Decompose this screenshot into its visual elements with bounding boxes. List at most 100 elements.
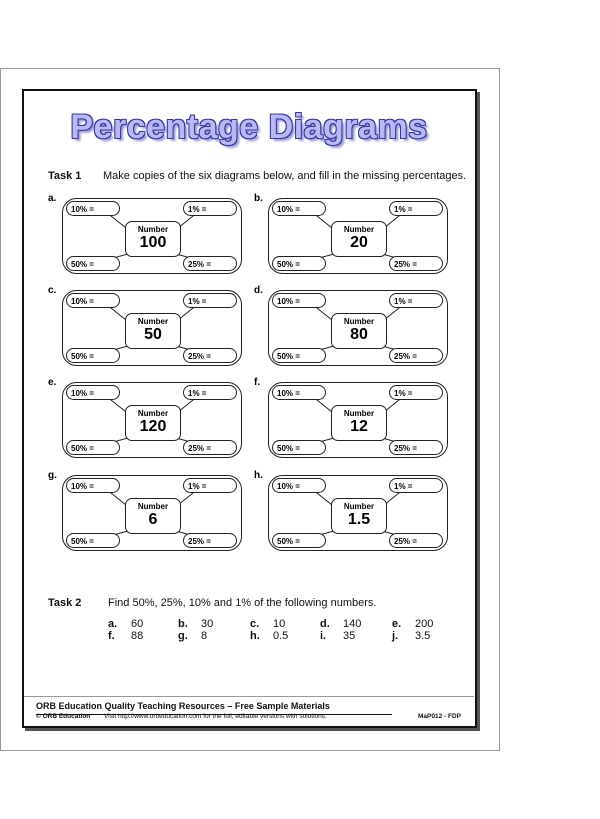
percentage-diagram: 10% = 1% = 50% = 25% = Number 20 bbox=[268, 198, 448, 274]
number-box: Number 120 bbox=[125, 405, 181, 441]
oval-50-percent: 50% = bbox=[66, 533, 120, 548]
task2-item-value: 8 bbox=[201, 630, 208, 642]
number-label: Number bbox=[343, 502, 375, 511]
oval-25-percent: 25% = bbox=[183, 533, 237, 548]
number-value: 1.5 bbox=[347, 511, 371, 528]
oval-1-percent: 1% = bbox=[183, 385, 237, 400]
task2-item-letter: e. bbox=[392, 618, 402, 630]
page-inner-border bbox=[22, 89, 477, 728]
number-box: Number 100 bbox=[125, 221, 181, 257]
number-box: Number 50 bbox=[125, 313, 181, 349]
oval-50-percent: 50% = bbox=[272, 533, 326, 548]
task2-item-letter: h. bbox=[250, 630, 260, 642]
number-label: Number bbox=[343, 225, 375, 234]
percentage-diagram: 10% = 1% = 50% = 25% = Number 50 bbox=[62, 290, 242, 366]
task2-item-value: 200 bbox=[415, 618, 434, 630]
task2-item-value: 35 bbox=[343, 630, 356, 642]
oval-1-percent: 1% = bbox=[183, 201, 237, 216]
percentage-diagram: 10% = 1% = 50% = 25% = Number 80 bbox=[268, 290, 448, 366]
task2-item-letter: b. bbox=[178, 618, 188, 630]
task2-item-value: 3.5 bbox=[415, 630, 431, 642]
percentage-diagram: 10% = 1% = 50% = 25% = Number 1.5 bbox=[268, 475, 448, 551]
task1-instruction: Make copies of the six diagrams below, a… bbox=[103, 170, 467, 182]
oval-50-percent: 50% = bbox=[272, 440, 326, 455]
task2-item-value: 88 bbox=[131, 630, 144, 642]
diagram-letter: d. bbox=[254, 285, 263, 296]
footer-divider bbox=[24, 696, 474, 697]
number-label: Number bbox=[137, 409, 169, 418]
oval-10-percent: 10% = bbox=[272, 385, 326, 400]
oval-25-percent: 25% = bbox=[389, 348, 443, 363]
oval-25-percent: 25% = bbox=[389, 256, 443, 271]
oval-10-percent: 10% = bbox=[272, 478, 326, 493]
oval-25-percent: 25% = bbox=[183, 348, 237, 363]
task2-item-letter: f. bbox=[108, 630, 115, 642]
diagram-letter: c. bbox=[48, 285, 57, 296]
task2-instruction: Find 50%, 25%, 10% and 1% of the followi… bbox=[108, 597, 377, 609]
oval-1-percent: 1% = bbox=[389, 478, 443, 493]
task2-item-value: 60 bbox=[131, 618, 144, 630]
task2-item-letter: i. bbox=[320, 630, 327, 642]
oval-50-percent: 50% = bbox=[66, 256, 120, 271]
oval-25-percent: 25% = bbox=[389, 440, 443, 455]
oval-25-percent: 25% = bbox=[183, 440, 237, 455]
oval-25-percent: 25% = bbox=[183, 256, 237, 271]
diagram-letter: b. bbox=[254, 193, 263, 204]
number-box: Number 6 bbox=[125, 498, 181, 534]
number-box: Number 1.5 bbox=[331, 498, 387, 534]
task2-item-value: 0.5 bbox=[273, 630, 289, 642]
number-label: Number bbox=[343, 317, 375, 326]
percentage-diagram: 10% = 1% = 50% = 25% = Number 6 bbox=[62, 475, 242, 551]
page-outer-border bbox=[0, 68, 500, 751]
task2-label: Task 2 bbox=[48, 597, 82, 609]
oval-50-percent: 50% = bbox=[66, 348, 120, 363]
oval-1-percent: 1% = bbox=[183, 293, 237, 308]
oval-50-percent: 50% = bbox=[272, 256, 326, 271]
diagram-letter: a. bbox=[48, 193, 57, 204]
task2-item-letter: c. bbox=[250, 618, 260, 630]
oval-1-percent: 1% = bbox=[389, 385, 443, 400]
number-box: Number 80 bbox=[331, 313, 387, 349]
number-value: 50 bbox=[144, 326, 162, 343]
task2-item-value: 10 bbox=[273, 618, 286, 630]
task2-item-letter: j. bbox=[392, 630, 399, 642]
footer-code: MaP012 - FDP bbox=[418, 713, 461, 720]
footer-heading: ORB Education Quality Teaching Resources… bbox=[36, 701, 330, 711]
number-label: Number bbox=[343, 409, 375, 418]
number-value: 12 bbox=[350, 418, 368, 435]
diagram-letter: g. bbox=[48, 470, 57, 481]
oval-1-percent: 1% = bbox=[389, 201, 443, 216]
oval-10-percent: 10% = bbox=[66, 201, 120, 216]
percentage-diagram: 10% = 1% = 50% = 25% = Number 120 bbox=[62, 382, 242, 458]
diagram-letter: e. bbox=[48, 377, 57, 388]
oval-50-percent: 50% = bbox=[66, 440, 120, 455]
number-value: 6 bbox=[148, 511, 158, 528]
diagram-letter: f. bbox=[254, 377, 261, 388]
oval-10-percent: 10% = bbox=[66, 478, 120, 493]
oval-10-percent: 10% = bbox=[66, 385, 120, 400]
task2-item-value: 30 bbox=[201, 618, 214, 630]
diagram-letter: h. bbox=[254, 470, 263, 481]
oval-10-percent: 10% = bbox=[66, 293, 120, 308]
number-value: 20 bbox=[350, 234, 368, 251]
task2-item-letter: d. bbox=[320, 618, 330, 630]
number-value: 100 bbox=[139, 234, 167, 251]
oval-25-percent: 25% = bbox=[389, 533, 443, 548]
footer-visit: Visit http://www.orbeducation.com for th… bbox=[104, 713, 327, 720]
number-box: Number 12 bbox=[331, 405, 387, 441]
number-value: 120 bbox=[139, 418, 167, 435]
task2-item-letter: a. bbox=[108, 618, 118, 630]
number-label: Number bbox=[137, 225, 169, 234]
footer-copyright: © ORB Education bbox=[36, 713, 91, 720]
number-box: Number 20 bbox=[331, 221, 387, 257]
number-value: 80 bbox=[350, 326, 368, 343]
number-label: Number bbox=[137, 317, 169, 326]
oval-1-percent: 1% = bbox=[389, 293, 443, 308]
percentage-diagram: 10% = 1% = 50% = 25% = Number 12 bbox=[268, 382, 448, 458]
number-label: Number bbox=[137, 502, 169, 511]
percentage-diagram: 10% = 1% = 50% = 25% = Number 100 bbox=[62, 198, 242, 274]
worksheet-title: Percentage Diagrams bbox=[70, 108, 428, 146]
footer-underline bbox=[36, 714, 392, 715]
oval-50-percent: 50% = bbox=[272, 348, 326, 363]
